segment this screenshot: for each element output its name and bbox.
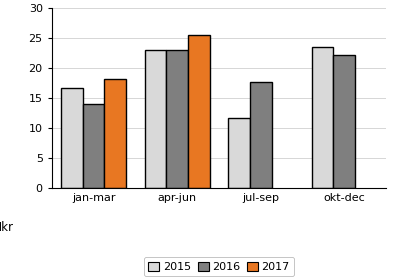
Bar: [228, 117, 250, 188]
Bar: [166, 50, 188, 188]
Bar: [83, 104, 104, 188]
Legend: 2015, 2016, 2017: 2015, 2016, 2017: [144, 257, 294, 276]
Bar: [188, 35, 210, 188]
Bar: [144, 50, 166, 188]
Bar: [61, 88, 83, 188]
Bar: [250, 82, 271, 188]
Bar: [104, 79, 126, 188]
Text: Mkr: Mkr: [0, 221, 14, 234]
Bar: [334, 55, 355, 188]
Bar: [312, 47, 334, 188]
